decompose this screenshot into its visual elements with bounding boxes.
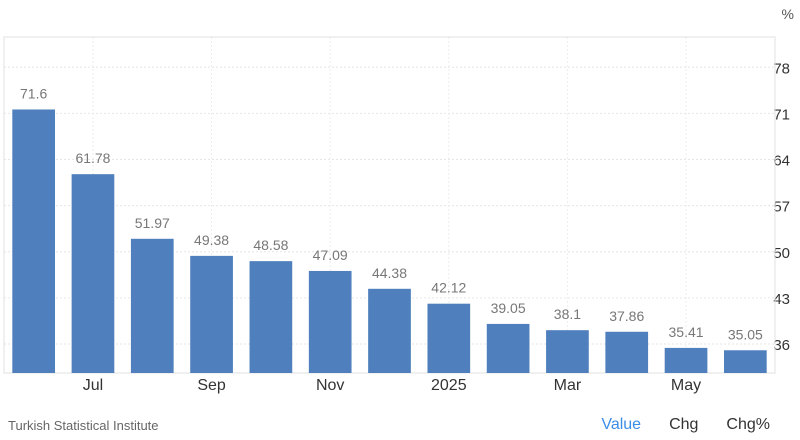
data-label-11: 37.86 (609, 308, 644, 324)
data-label-1: 71.6 (20, 85, 47, 101)
bar-9 (486, 323, 530, 373)
y-tick-label-0: 36 (773, 337, 790, 354)
bar-10 (546, 330, 589, 373)
y-tick-label-6: 78 (773, 60, 790, 77)
unit-label: % (781, 6, 794, 22)
data-label-10: 38.1 (554, 306, 581, 322)
data-label-8: 42.12 (431, 280, 466, 296)
tab-chg-percent[interactable]: Chg% (726, 416, 770, 433)
bar-6 (308, 270, 352, 373)
bar-7 (368, 288, 411, 373)
data-label-6: 47.09 (313, 247, 348, 263)
data-label-7: 44.38 (372, 265, 407, 281)
x-tick-label-9: Mar (554, 377, 582, 394)
bar-2 (71, 174, 115, 373)
y-tick-label-3: 57 (773, 199, 790, 216)
bar-11 (605, 331, 649, 373)
data-label-9: 39.05 (491, 300, 526, 316)
x-tick-label-11: May (671, 377, 701, 394)
bar-8 (427, 303, 471, 373)
bar-5 (249, 261, 293, 373)
x-tick-label-1: Jul (83, 377, 103, 394)
y-tick-label-1: 43 (773, 291, 790, 308)
y-tick-label-2: 50 (773, 245, 790, 262)
bar-12 (664, 347, 708, 373)
bar-1 (12, 109, 56, 374)
data-label-2: 61.78 (75, 150, 110, 166)
bar-chart: 36 43 50 57 64 71 78 71.6 61.78 51.97 49.38 48.58 47… (3, 36, 790, 394)
x-tick-label-5: Nov (316, 377, 344, 394)
x-tick-label-7: 2025 (431, 377, 467, 394)
y-tick-label-4: 64 (773, 153, 790, 170)
view-tabs: Value Chg Chg% (601, 416, 770, 434)
y-tick-label-5: 71 (773, 106, 790, 123)
data-label-5: 48.58 (253, 237, 288, 253)
bar-3 (130, 238, 174, 373)
source-label: Turkish Statistical Institute (8, 418, 159, 433)
data-label-13: 35.05 (728, 326, 763, 342)
x-tick-label-3: Sep (197, 377, 226, 394)
tab-value[interactable]: Value (601, 416, 642, 433)
data-label-4: 49.38 (194, 232, 229, 248)
bar-13 (723, 350, 767, 373)
bar-4 (190, 255, 233, 373)
data-label-12: 35.41 (669, 324, 704, 340)
tab-chg[interactable]: Chg (669, 416, 699, 433)
data-label-3: 51.97 (135, 215, 170, 231)
